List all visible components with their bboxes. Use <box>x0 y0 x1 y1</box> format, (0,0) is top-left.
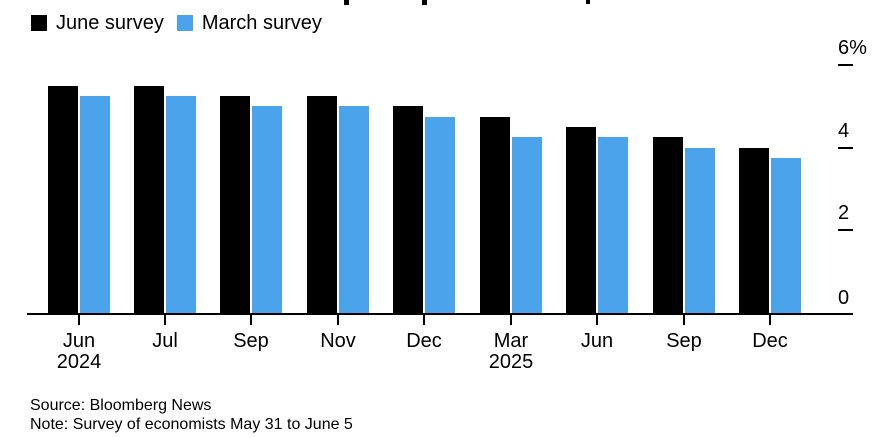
x-tick-month: Nov <box>320 330 356 352</box>
x-tick-label-jun: Jun <box>552 331 642 352</box>
bar-june-survey-jun <box>566 127 596 313</box>
x-tick-month: Jul <box>152 330 178 352</box>
bar-march-survey-sep <box>252 106 282 313</box>
x-tick-label-mar-2025: Mar 2025 <box>466 331 556 373</box>
y-tick-label-4: 4 <box>838 120 850 142</box>
bar-june-survey-jul <box>134 86 164 313</box>
bar-june-survey-mar-2025 <box>480 117 510 313</box>
x-axis-tick <box>423 315 425 325</box>
legend-label-june-survey: June survey <box>56 12 164 34</box>
x-tick-month: Jun <box>62 330 96 352</box>
clipped-title-fragment <box>586 0 590 4</box>
legend-item-june-survey: June survey <box>31 12 164 34</box>
x-axis-tick <box>510 315 512 325</box>
x-tick-month: Dec <box>752 330 788 352</box>
x-tick-month: Dec <box>406 330 442 352</box>
bar-june-survey-jun-2024 <box>48 86 78 313</box>
y-tick-label-2: 2 <box>838 202 850 224</box>
x-tick-label-nov: Nov <box>293 331 383 352</box>
x-tick-label-dec: Dec <box>379 331 469 352</box>
x-tick-label-dec: Dec <box>725 331 815 352</box>
x-axis-tick <box>683 315 685 325</box>
june-survey-swatch-icon <box>31 15 47 31</box>
chart-footer: Source: Bloomberg News Note: Survey of e… <box>30 396 353 434</box>
bar-june-survey-nov <box>307 96 337 313</box>
legend-label-march-survey: March survey <box>201 12 322 34</box>
note-text: Note: Survey of economists May 31 to Jun… <box>30 416 353 433</box>
x-tick-month: Sep <box>666 330 702 352</box>
x-tick-month: Mar <box>493 330 529 352</box>
source-text: Source: Bloomberg News <box>30 397 212 414</box>
x-tick-label-jun-2024: Jun 2024 <box>34 331 124 373</box>
march-survey-swatch-icon <box>176 15 193 31</box>
x-tick-label-sep: Sep <box>206 331 296 352</box>
x-axis-tick <box>250 315 252 325</box>
clipped-title-fragment <box>422 0 427 5</box>
bar-march-survey-jul <box>166 96 196 313</box>
x-axis-baseline <box>27 313 853 315</box>
bar-june-survey-dec <box>739 148 769 313</box>
y-axis-tick <box>838 147 853 149</box>
y-axis-tick <box>838 64 853 66</box>
x-axis-tick <box>769 315 771 325</box>
bar-march-survey-sep <box>685 148 715 313</box>
x-tick-label-jul: Jul <box>120 331 210 352</box>
x-tick-month: Sep <box>233 330 269 352</box>
clipped-title-fragment <box>344 0 349 5</box>
x-axis-tick <box>596 315 598 325</box>
bar-march-survey-mar-2025 <box>512 137 542 313</box>
x-tick-year: 2024 <box>56 351 102 373</box>
x-tick-label-sep: Sep <box>639 331 729 352</box>
x-tick-year: 2025 <box>488 351 534 373</box>
x-axis-tick <box>164 315 166 325</box>
legend-item-march-survey: March survey <box>176 12 322 34</box>
y-tick-label-6-: 6% <box>838 37 867 59</box>
legend: June survey March survey <box>31 12 322 34</box>
x-axis-tick <box>78 315 80 325</box>
y-tick-label-0: 0 <box>838 287 850 309</box>
x-tick-month: Jun <box>580 330 614 352</box>
bar-june-survey-sep <box>220 96 250 313</box>
bar-june-survey-sep <box>653 137 683 313</box>
bar-march-survey-nov <box>339 106 369 313</box>
bar-march-survey-jun-2024 <box>80 96 110 313</box>
y-axis-tick <box>838 229 853 231</box>
bar-march-survey-dec <box>771 158 801 313</box>
bar-march-survey-jun <box>598 137 628 313</box>
x-axis-tick <box>337 315 339 325</box>
bar-june-survey-dec <box>393 106 423 313</box>
bar-march-survey-dec <box>425 117 455 313</box>
